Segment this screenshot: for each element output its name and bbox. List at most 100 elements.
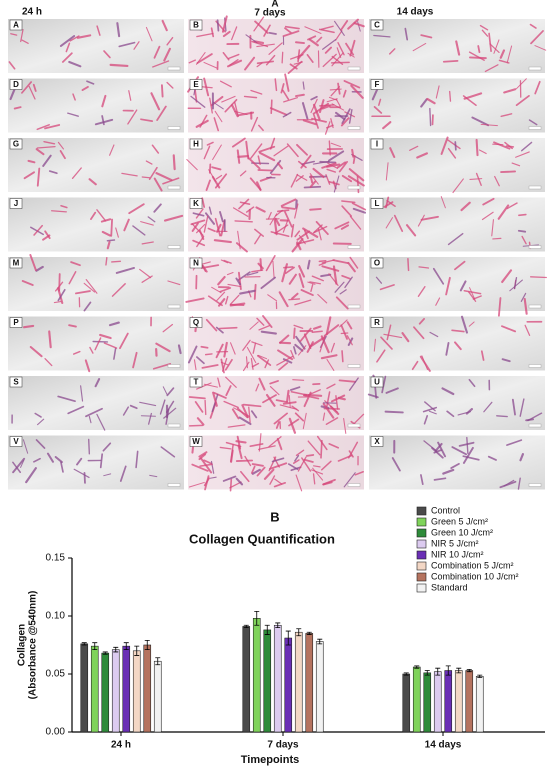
cell (330, 342, 335, 353)
cell (341, 350, 344, 363)
tile-label: F (375, 80, 380, 89)
cell (253, 16, 265, 32)
cell (196, 223, 206, 234)
micrograph: T (188, 376, 365, 434)
cell (306, 454, 315, 457)
scale-bar (347, 126, 361, 130)
cell (489, 43, 500, 53)
cell (235, 440, 247, 444)
cell (140, 221, 154, 226)
scale-bar (167, 185, 181, 190)
cell (529, 23, 537, 29)
cell (122, 406, 130, 416)
cell (220, 259, 229, 264)
cell (334, 221, 350, 230)
cell (253, 283, 257, 300)
cell (204, 212, 215, 225)
cell (382, 121, 392, 130)
cell (326, 168, 337, 173)
cell (12, 461, 21, 473)
cell (322, 53, 337, 68)
cell (42, 154, 52, 167)
cell (418, 266, 430, 269)
cell (451, 329, 465, 333)
cell (344, 276, 353, 289)
cell (80, 385, 84, 402)
cell (220, 220, 226, 237)
scale-bar (167, 126, 181, 130)
micrograph: I (369, 136, 545, 194)
cell (60, 204, 68, 209)
cell (167, 280, 181, 286)
cell (282, 358, 293, 364)
cell (216, 291, 226, 302)
cell (424, 401, 436, 412)
cell (281, 263, 288, 283)
cell (380, 336, 393, 350)
bar (143, 644, 152, 733)
cell (71, 167, 82, 180)
cell (21, 39, 29, 44)
micrograph-bg (188, 435, 364, 490)
cell (385, 217, 394, 229)
micrograph: D (8, 78, 184, 133)
cell (214, 110, 223, 123)
cell (423, 415, 429, 425)
cell (20, 459, 25, 468)
error-bar (435, 667, 441, 676)
legend-label: Green 5 J/cm² (431, 516, 488, 526)
cell (162, 386, 168, 395)
cell (226, 271, 234, 276)
cell (293, 324, 304, 329)
cell (274, 224, 289, 235)
cell (433, 477, 447, 481)
micrograph: C (369, 19, 547, 73)
cell (296, 143, 308, 156)
cell (203, 77, 210, 97)
cell (284, 211, 293, 228)
cell (278, 341, 292, 345)
cell (177, 344, 182, 355)
scale-bar (528, 304, 542, 309)
scale-bar (528, 66, 542, 71)
cell (235, 477, 244, 486)
cell (405, 224, 417, 237)
cell (290, 54, 304, 60)
cell (445, 341, 450, 356)
scale-bar (528, 483, 542, 487)
cell (302, 119, 317, 126)
cell (59, 35, 76, 47)
cell (350, 84, 364, 99)
cell (322, 412, 326, 421)
cell (209, 97, 213, 114)
cell (325, 316, 332, 336)
cell (506, 202, 518, 210)
cell (318, 260, 327, 263)
cell (244, 455, 252, 467)
cell (237, 111, 255, 117)
cell (67, 405, 85, 415)
tile-label: O (374, 259, 380, 268)
cell (213, 117, 220, 132)
error-bar (254, 610, 260, 626)
tile-label-box (370, 79, 384, 90)
cell (127, 109, 138, 125)
cell (296, 174, 308, 181)
micrograph: Q (187, 315, 364, 374)
cell (101, 94, 107, 108)
micrograph: P (8, 316, 184, 373)
cell (145, 26, 153, 42)
cell (320, 25, 334, 31)
scale-bar (167, 423, 181, 428)
cell (54, 281, 64, 292)
cell (442, 468, 455, 475)
tile-label: H (193, 140, 199, 149)
cell (269, 475, 276, 485)
cell (343, 80, 361, 89)
cell (223, 341, 228, 358)
tile-label-box (9, 79, 23, 90)
cell (420, 98, 428, 108)
error-bar (403, 672, 409, 676)
cell (103, 50, 111, 59)
cell (409, 145, 419, 151)
